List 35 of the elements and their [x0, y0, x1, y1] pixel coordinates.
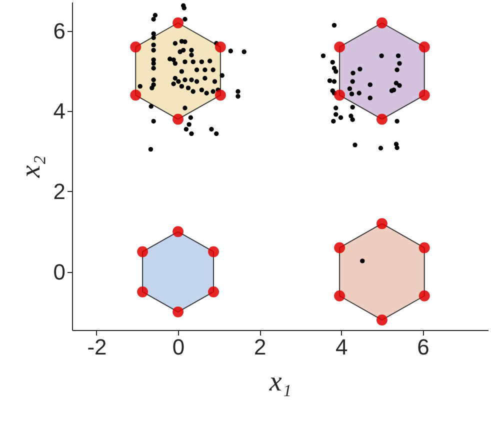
point: [376, 114, 388, 125]
x-tick-label: 6: [417, 334, 430, 360]
point: [418, 42, 430, 52]
y-tick-label: 6: [53, 18, 66, 44]
point: [418, 242, 430, 254]
point: [208, 246, 219, 258]
point: [214, 90, 226, 101]
point: [130, 42, 142, 52]
y-tick-label: 2: [53, 178, 66, 204]
point: [172, 17, 184, 28]
point: [130, 90, 142, 101]
point: [214, 42, 226, 52]
point: [418, 90, 430, 101]
x-axis-title: x₁: [268, 366, 292, 398]
point: [172, 226, 184, 238]
y-tick-label: 0: [53, 259, 66, 284]
point: [137, 246, 148, 258]
x-tick-label: 4: [336, 334, 348, 360]
point: [334, 42, 346, 52]
x-tick-label: -2: [87, 334, 107, 360]
point: [137, 286, 148, 298]
y-tick-label: 4: [53, 98, 66, 124]
point: [334, 90, 346, 101]
point: [172, 306, 184, 318]
x-tick-label: 0: [172, 334, 185, 360]
y-axis-title: x₂: [15, 155, 46, 179]
point: [334, 290, 346, 302]
point: [334, 242, 346, 254]
point: [376, 314, 388, 326]
point: [172, 114, 184, 125]
point: [418, 290, 430, 302]
x-tick-label: 2: [254, 334, 266, 360]
point: [376, 218, 388, 230]
point: [208, 286, 219, 298]
point: [376, 17, 388, 28]
